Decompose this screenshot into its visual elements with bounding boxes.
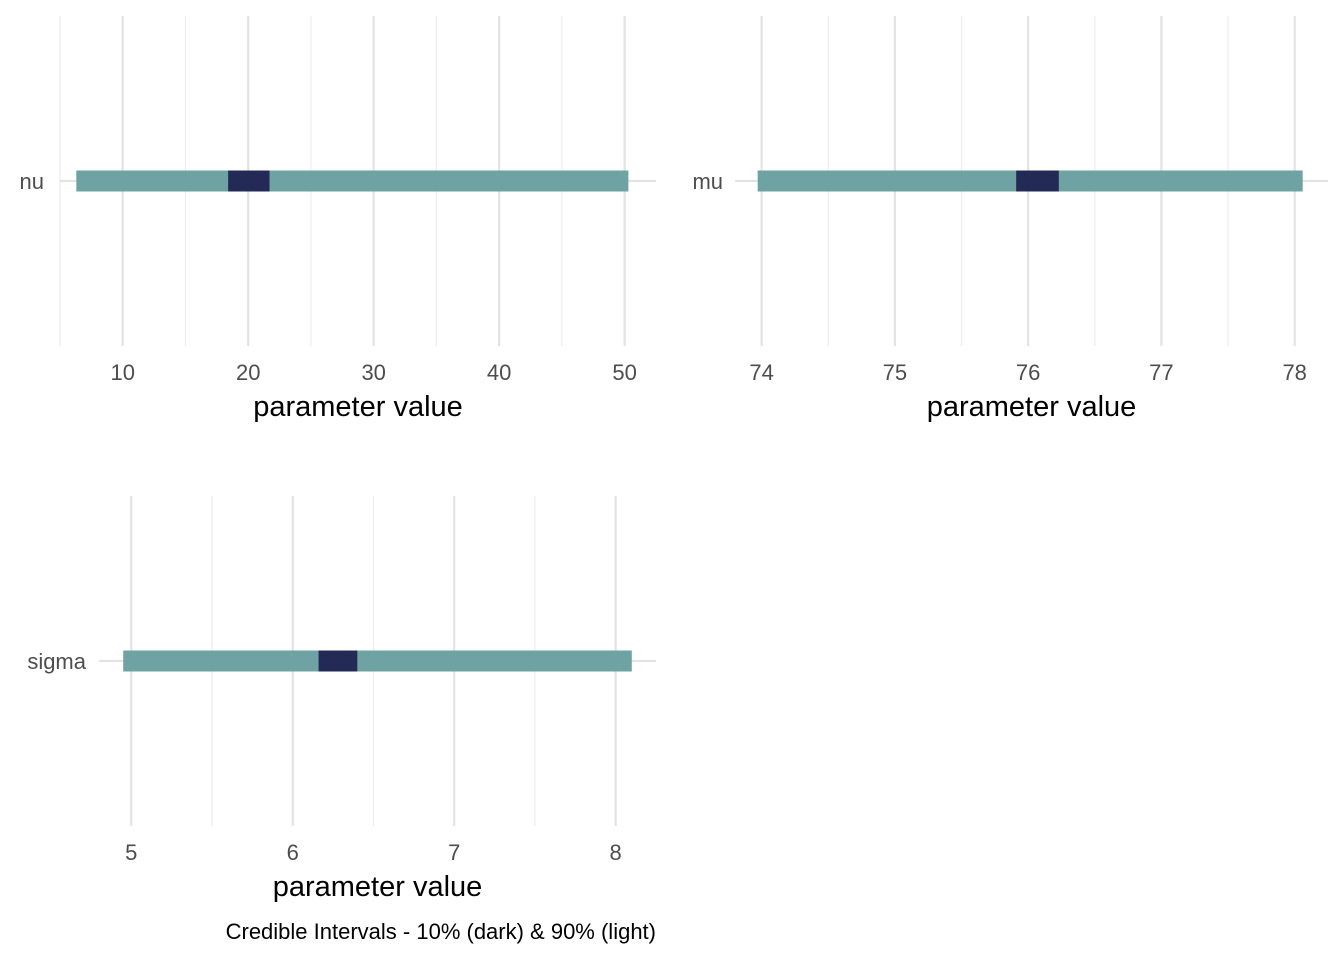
x-tick-label: 5	[125, 840, 137, 865]
parameter-label: nu	[20, 169, 44, 194]
panel-nu: nu 10 20 30 40 50 parameter value	[20, 16, 656, 423]
x-tick-label: 6	[287, 840, 299, 865]
caption: Credible Intervals - 10% (dark) & 90% (l…	[226, 919, 656, 944]
x-axis-title: parameter value	[273, 871, 483, 903]
inner-interval-bar	[318, 650, 358, 672]
x-axis-title: parameter value	[927, 391, 1137, 423]
x-tick-label: 50	[612, 360, 636, 385]
outer-interval-bar	[123, 650, 632, 672]
x-tick-label: 10	[110, 360, 134, 385]
x-tick-label: 8	[610, 840, 622, 865]
panel-sigma: sigma 5 6 7 8 parameter value	[27, 496, 656, 903]
x-tick-label: 7	[448, 840, 460, 865]
outer-interval-bar	[76, 170, 629, 192]
x-tick-label: 75	[883, 360, 907, 385]
x-axis-title: parameter value	[253, 391, 463, 423]
parameter-label: sigma	[27, 649, 86, 674]
x-tick-label: 74	[749, 360, 773, 385]
x-tick-label: 40	[487, 360, 511, 385]
x-tick-label: 20	[236, 360, 260, 385]
x-tick-label: 78	[1282, 360, 1306, 385]
parameter-label: mu	[692, 169, 723, 194]
x-tick-label: 77	[1149, 360, 1173, 385]
x-tick-label: 76	[1016, 360, 1040, 385]
inner-interval-bar	[1016, 170, 1059, 192]
x-tick-label: 30	[361, 360, 385, 385]
inner-interval-bar	[228, 170, 270, 192]
panel-mu: mu 74 75 76 77 78 parameter value	[692, 16, 1328, 423]
